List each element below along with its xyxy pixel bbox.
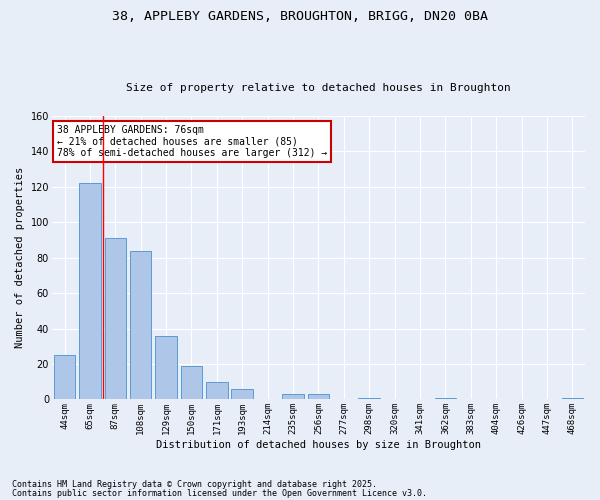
Bar bbox=[232, 389, 253, 400]
Bar bbox=[104, 238, 126, 400]
Bar bbox=[155, 336, 177, 400]
Bar bbox=[282, 394, 304, 400]
Bar bbox=[358, 398, 380, 400]
Bar bbox=[308, 394, 329, 400]
Y-axis label: Number of detached properties: Number of detached properties bbox=[15, 167, 25, 348]
Text: 38 APPLEBY GARDENS: 76sqm
← 21% of detached houses are smaller (85)
78% of semi-: 38 APPLEBY GARDENS: 76sqm ← 21% of detac… bbox=[57, 124, 328, 158]
Bar bbox=[206, 382, 227, 400]
Text: Contains HM Land Registry data © Crown copyright and database right 2025.: Contains HM Land Registry data © Crown c… bbox=[12, 480, 377, 489]
Bar bbox=[181, 366, 202, 400]
Bar bbox=[79, 184, 101, 400]
Text: Contains public sector information licensed under the Open Government Licence v3: Contains public sector information licen… bbox=[12, 488, 427, 498]
Bar bbox=[54, 355, 76, 400]
Bar bbox=[130, 250, 151, 400]
Text: 38, APPLEBY GARDENS, BROUGHTON, BRIGG, DN20 0BA: 38, APPLEBY GARDENS, BROUGHTON, BRIGG, D… bbox=[112, 10, 488, 23]
X-axis label: Distribution of detached houses by size in Broughton: Distribution of detached houses by size … bbox=[156, 440, 481, 450]
Title: Size of property relative to detached houses in Broughton: Size of property relative to detached ho… bbox=[126, 83, 511, 93]
Bar bbox=[562, 398, 583, 400]
Bar bbox=[434, 398, 456, 400]
